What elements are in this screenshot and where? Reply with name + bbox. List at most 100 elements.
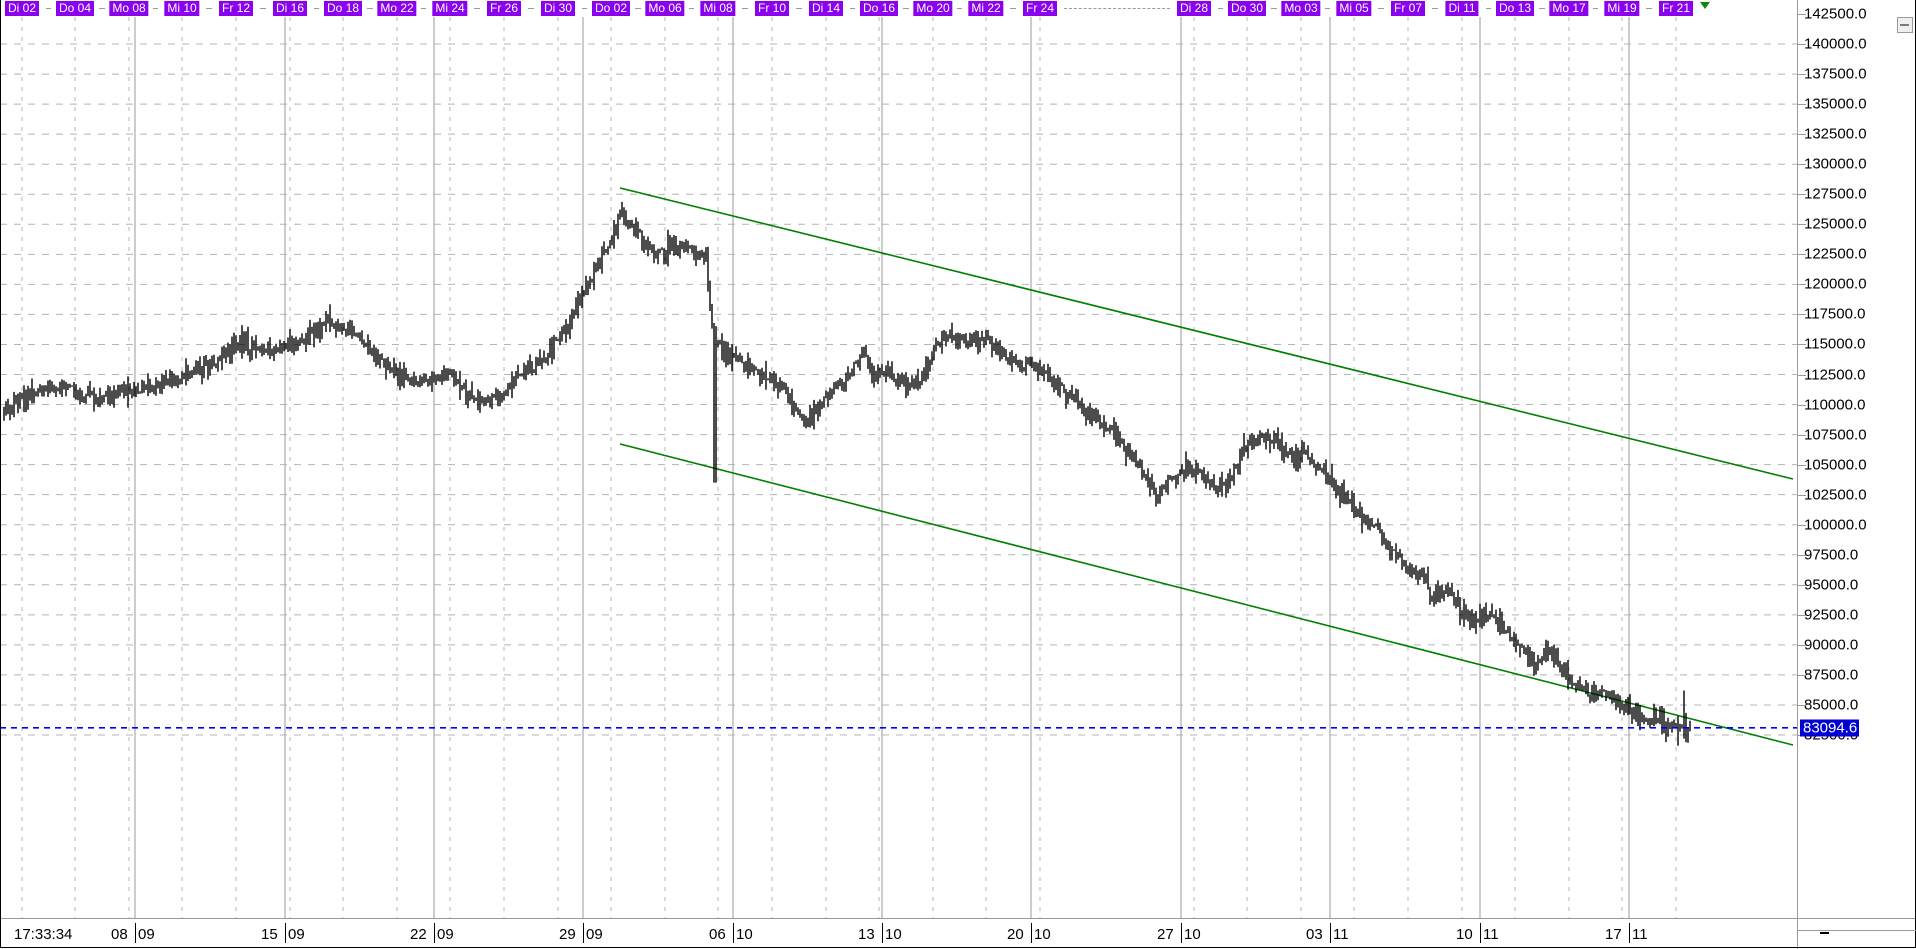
price-tick-label: 115000.0 <box>1804 335 1866 353</box>
date-axis-connector <box>635 8 641 10</box>
axis-corner-divider <box>1797 930 1916 931</box>
date-tick-label: Di 28 <box>1176 1 1212 16</box>
date-tick-label: Mo 17 <box>1549 1 1589 16</box>
date-axis-connector <box>99 8 105 10</box>
bottom-time-axis[interactable]: 17:33:34 08 09 15 09 22 09 29 09 06 10 13 10 20 10 27 10… <box>0 918 1797 949</box>
time-tick-day: 17 <box>1605 926 1622 943</box>
price-tick-label: 100000.0 <box>1804 516 1867 534</box>
price-axis-tick <box>1798 494 1806 496</box>
price-tick-label: 130000.0 <box>1804 155 1867 173</box>
time-tick-day: 08 <box>111 926 128 943</box>
date-tick-label: Mo 22 <box>377 1 417 16</box>
price-tick-label: 142500.0 <box>1804 5 1867 23</box>
date-tick-label: Fr 10 <box>754 1 790 16</box>
price-axis-tick <box>1798 554 1806 556</box>
price-axis-tick <box>1798 104 1806 106</box>
price-tick-label: 137500.0 <box>1804 65 1867 83</box>
time-tick-month: 11 <box>1333 926 1349 943</box>
current-price-label[interactable]: 83094.6 <box>1800 719 1860 737</box>
time-tick-day: 27 <box>1157 926 1174 943</box>
date-axis-connector <box>1486 8 1491 10</box>
horizontal-gridlines <box>0 43 1797 736</box>
price-axis-tick <box>1798 74 1806 76</box>
time-axis-separator <box>1629 923 1630 943</box>
date-tick-label: Mi 22 <box>968 1 1004 16</box>
price-axis-tick <box>1798 434 1806 436</box>
time-tick-month: 09 <box>288 926 305 943</box>
date-axis-connector <box>903 8 909 10</box>
date-tick-label: Do 13 <box>1495 1 1535 16</box>
date-tick-label: Fr 24 <box>1022 1 1058 16</box>
time-axis-separator <box>1480 923 1481 943</box>
date-axis-connector <box>1593 8 1598 10</box>
price-axis-tick <box>1798 224 1806 226</box>
date-axis-connector <box>957 8 962 10</box>
price-axis[interactable]: 142500.0 140000.0 137500.0 135000.0 132500.0… <box>1797 0 1898 930</box>
horizontal-scroll-thumb[interactable] <box>1897 17 1913 33</box>
time-tick-month: 10 <box>736 926 753 943</box>
date-tick-label: Di 02 <box>4 1 40 16</box>
price-axis-tick <box>1798 314 1806 316</box>
date-tick-label: Mi 10 <box>164 1 200 16</box>
price-axis-tick <box>1798 404 1806 406</box>
date-axis-connector <box>46 8 51 10</box>
date-axis-connector <box>1539 8 1545 10</box>
date-tick-label: Di 14 <box>808 1 844 16</box>
window-border-left <box>0 0 1 948</box>
date-axis-connector <box>367 8 373 10</box>
time-tick-month: 10 <box>1184 926 1201 943</box>
time-axis-separator <box>135 923 136 943</box>
scroll-thumb-grip <box>1900 24 1909 26</box>
date-axis-connector <box>314 8 319 10</box>
date-axis-connector <box>260 8 266 10</box>
price-tick-label: 112500.0 <box>1804 366 1866 383</box>
axis-dash-marker <box>1820 932 1829 934</box>
price-plot-area[interactable] <box>0 17 1797 918</box>
top-date-axis[interactable]: Di 02 Do 04 Mo 08 Mi 10 Fr 12 Di 16 Do 18 Mo 22… <box>0 0 1797 17</box>
time-axis-clock: 17:33:34 <box>14 926 73 943</box>
date-axis-connector <box>421 8 426 10</box>
date-tick-label: Mo 06 <box>645 1 685 16</box>
date-tick-label: Fr 26 <box>486 1 522 16</box>
price-axis-tick <box>1798 584 1806 586</box>
date-axis-connector <box>1271 8 1277 10</box>
date-axis-connector <box>206 8 212 10</box>
price-axis-tick <box>1798 674 1806 676</box>
price-axis-tick <box>1798 194 1806 196</box>
price-axis-tick <box>1798 284 1806 286</box>
price-axis-tick <box>1798 14 1806 15</box>
time-tick-day: 06 <box>709 926 726 943</box>
price-axis-tick <box>1798 134 1806 136</box>
date-tick-label: Fr 07 <box>1390 1 1426 16</box>
price-tick-label: 135000.0 <box>1804 95 1867 113</box>
time-tick-day: 03 <box>1306 926 1323 943</box>
price-axis-tick <box>1798 374 1806 376</box>
price-tick-label: 122500.0 <box>1804 245 1867 263</box>
date-axis-connector <box>742 8 748 10</box>
date-axis-connector <box>850 8 855 10</box>
date-axis-connector <box>1378 8 1384 10</box>
date-tick-label: Di 16 <box>272 1 308 16</box>
time-tick-month: 09 <box>138 926 155 943</box>
time-tick-month: 09 <box>586 926 603 943</box>
date-tick-label: Mi 24 <box>432 1 468 16</box>
date-axis-connector <box>796 8 802 10</box>
time-tick-day: 22 <box>410 926 427 943</box>
price-bars <box>3 201 1691 746</box>
date-axis-connector <box>1325 8 1330 10</box>
trend-channel-lines <box>619 187 1794 746</box>
price-tick-label: 107500.0 <box>1804 426 1867 444</box>
price-axis-tick <box>1798 524 1806 526</box>
date-tick-label: Do 30 <box>1227 1 1267 16</box>
price-tick-label: 117500.0 <box>1804 305 1866 323</box>
time-tick-day: 15 <box>261 926 278 943</box>
bottom-axis-corner <box>1797 918 1916 949</box>
price-axis-tick <box>1798 644 1806 646</box>
price-tick-label: 92500.0 <box>1804 606 1859 624</box>
date-tick-label: Di 11 <box>1445 1 1479 16</box>
date-axis-connector <box>1218 8 1223 10</box>
date-tick-label: Fr 21 <box>1658 1 1694 16</box>
time-axis-separator <box>1181 923 1182 943</box>
date-tick-label: Fr 12 <box>218 1 254 16</box>
